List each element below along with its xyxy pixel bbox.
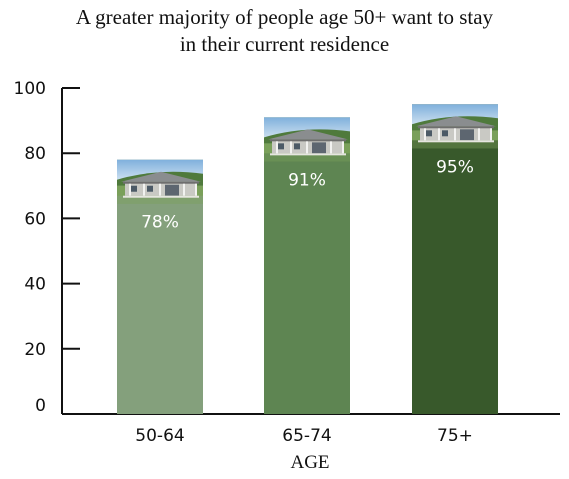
chart-title-line-1: A greater majority of people age 50+ wan…	[75, 5, 494, 29]
house-photo-icon	[412, 104, 498, 149]
bar	[117, 159, 203, 414]
bar-value-label: 95%	[436, 157, 474, 177]
x-tick-label: 75+	[437, 426, 473, 446]
bar-value-label: 78%	[141, 213, 179, 233]
y-tick-label: 0	[35, 396, 46, 416]
chart-title: A greater majority of people age 50+ wan…	[0, 4, 569, 58]
chart-title-line-2: in their current residence	[179, 32, 390, 56]
bar-body	[264, 117, 350, 414]
y-tick-label: 80	[24, 144, 46, 164]
house-photo-icon	[117, 159, 203, 204]
x-tick-label: 50-64	[135, 426, 184, 446]
bar	[412, 104, 498, 415]
bar-value-label: 91%	[288, 170, 326, 190]
y-tick-label: 20	[24, 340, 46, 360]
bar-body	[412, 104, 498, 415]
y-tick-label: 40	[24, 275, 46, 295]
y-tick-label: 100	[14, 79, 46, 99]
bar	[264, 117, 350, 414]
y-tick-label: 60	[24, 209, 46, 229]
x-tick-label: 65-74	[282, 426, 331, 446]
x-axis-title: AGE	[290, 452, 329, 473]
house-photo-icon	[264, 117, 350, 162]
